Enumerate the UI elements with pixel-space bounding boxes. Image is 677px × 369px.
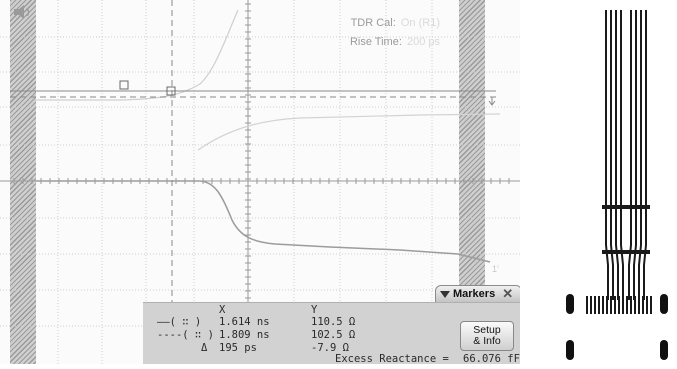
pcb-vias bbox=[602, 205, 650, 254]
markers-tab-label: Markers bbox=[453, 288, 496, 300]
marker-2-y-value: 102.5 Ω bbox=[311, 329, 356, 341]
tdr-scope-display: 1' TDR Cal: On (R1) Rise Time: 200 ps Ma… bbox=[0, 0, 520, 364]
marker-1-x-value: 1.614 ns bbox=[219, 316, 270, 328]
marker-dashed-line-indicator[interactable]: ----( ∷ ) bbox=[157, 329, 214, 341]
delta-y-value: -7.9 Ω bbox=[311, 342, 349, 354]
tdr-cal-label: TDR Cal: bbox=[350, 17, 396, 29]
upper-trace-plateau bbox=[197, 113, 501, 151]
pcb-traces bbox=[605, 10, 647, 300]
delta-x-value: 195 ps bbox=[219, 342, 257, 354]
speaker-icon[interactable] bbox=[12, 2, 36, 22]
markers-tab[interactable]: Markers ✕ bbox=[435, 285, 520, 303]
tdr-cal-readout: TDR Cal: On (R1) bbox=[351, 17, 440, 29]
pcb-pad-comb bbox=[586, 296, 652, 314]
delta-symbol: Δ bbox=[201, 342, 208, 354]
upper-trace bbox=[36, 9, 239, 101]
setup-info-button[interactable]: Setup & Info bbox=[460, 321, 514, 351]
column-x-header: X bbox=[219, 304, 226, 316]
excess-reactance-value: 66.076 fF bbox=[463, 353, 520, 364]
setup-button-line2: & Info bbox=[473, 335, 501, 347]
svg-text:1': 1' bbox=[492, 264, 499, 274]
rise-time-readout: Rise Time: 200 ps bbox=[350, 36, 440, 48]
markers-panel: X Y ——( ∷ ) 1.614 ns 110.5 Ω ----( ∷ ) 1… bbox=[143, 302, 520, 364]
close-icon[interactable]: ✕ bbox=[502, 286, 514, 301]
pcb-mounting-pads bbox=[566, 294, 668, 360]
rise-time-label: Rise Time: bbox=[349, 36, 402, 48]
pcb-layout-image bbox=[540, 0, 677, 364]
marker-b-handle bbox=[166, 86, 176, 96]
collapse-triangle-icon[interactable] bbox=[440, 290, 450, 298]
setup-button-line1: Setup bbox=[473, 324, 501, 336]
tdr-cal-value: On (R1) bbox=[400, 17, 440, 29]
marker-1-y-value: 110.5 Ω bbox=[311, 316, 356, 328]
rise-time-value: 200 ps bbox=[406, 36, 440, 48]
main-trace bbox=[36, 180, 491, 263]
marker-2-x-value: 1.809 ns bbox=[219, 329, 270, 341]
marker-a-handle bbox=[119, 80, 129, 90]
excess-reactance-label: Excess Reactance = bbox=[335, 353, 449, 364]
marker-solid-line-indicator[interactable]: ——( ∷ ) bbox=[157, 316, 202, 328]
column-y-header: Y bbox=[311, 304, 318, 316]
marker-arrow bbox=[488, 97, 496, 106]
